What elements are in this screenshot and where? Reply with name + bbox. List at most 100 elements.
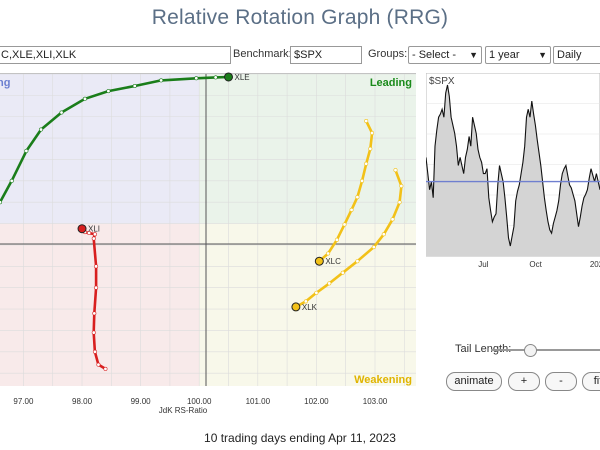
series-head-xlc[interactable] [314,256,324,266]
zoom-out-button[interactable]: - [545,372,577,391]
series-point-xlc [355,195,360,200]
page-title: Relative Rotation Graph (RRG) [151,6,449,29]
series-point-xle [194,76,199,81]
quadrant-weakening [199,223,416,386]
x-axis-label: JdK RS-Ratio [159,406,208,415]
animate-button[interactable]: animate [446,372,502,391]
period-select[interactable]: 1 year ▼ [485,46,551,64]
symbols-input[interactable]: C,XLE,XLI,XLK [0,46,231,64]
series-point-xli [103,366,108,371]
tail-length-slider[interactable] [491,344,600,357]
series-label-xle: XLE [235,73,250,82]
series-point-xli [92,349,97,354]
series-point-xlk [397,200,402,205]
tail-length-slider-handle[interactable] [523,344,537,357]
quadrant-lagging [0,223,200,386]
series-point-xle [0,200,2,205]
series-xlc[interactable]: XLC [314,119,375,266]
frequency-select-value: Daily [557,49,582,61]
series-point-xli [94,285,99,290]
rrg-grid [0,73,416,386]
series-point-xli [96,362,101,367]
tail-length-control: Tail Length: [455,342,600,358]
series-xli[interactable]: XLI [77,224,108,371]
x-tick-label: 100.00 [187,397,212,406]
series-point-xlk [399,183,404,188]
benchmark-x-tick-label: 202 [590,260,600,269]
series-point-xle [39,127,44,132]
series-tail-xlk [294,168,403,309]
rrg-series: XLE XLI XLC XLK [0,72,404,371]
x-tick-label: 97.00 [13,397,34,406]
series-point-xli [87,230,92,235]
series-point-xle [106,89,111,94]
series-point-xlk [303,299,308,304]
series-point-xlk [327,281,332,286]
series-point-xli [91,236,96,241]
benchmark-price-line [425,84,600,247]
frequency-select[interactable]: Daily ▼ [553,46,600,64]
toolbar: C,XLE,XLI,XLK Benchmark: $SPX Groups: - … [0,46,600,66]
series-head-xle[interactable] [224,72,234,82]
fit-button[interactable]: fit [582,372,600,391]
x-tick-label: 99.00 [131,397,152,406]
quadrant-improving [0,74,200,224]
benchmark-price-chart: $SPX Jul Oct 202 [425,72,600,269]
footer-caption: 10 trading days ending Apr 11, 2023 [204,431,396,445]
groups-select[interactable]: - Select - ▼ [408,46,482,64]
benchmark-input[interactable]: $SPX [290,46,362,64]
series-label-xlk: XLK [302,303,318,312]
series-point-xle [24,148,29,153]
series-point-xle [159,78,164,83]
benchmark-input-value: $SPX [294,49,323,61]
x-tick-label: 101.00 [246,397,271,406]
x-tick-label: 98.00 [72,397,93,406]
series-xle[interactable]: XLE [0,72,250,205]
series-xlk[interactable]: XLK [291,168,404,312]
series-head-xlk[interactable] [291,302,301,312]
series-point-xlk [381,232,386,237]
series-point-xle [9,178,14,183]
quadrant-leading [199,74,416,224]
symbols-input-value: C,XLE,XLI,XLK [1,49,77,61]
groups-label: Groups: [368,48,408,60]
series-point-xlc [342,222,347,227]
benchmark-x-tick-label: Jul [478,260,488,269]
series-point-xlk [393,168,398,173]
quadrant-label-weakening: Weakening [354,374,412,386]
series-point-xlk [314,290,319,295]
series-point-xlc [370,130,375,135]
series-point-xle [59,110,64,115]
chevron-down-icon: ▼ [538,50,547,60]
benchmark-panel: $SPX Jul Oct 202 [425,72,600,273]
zoom-in-button[interactable]: + [508,372,540,391]
series-point-xle [132,83,137,88]
series-point-xli [92,232,97,237]
x-tick-label: 103.00 [363,397,388,406]
series-point-xlc [334,237,339,242]
series-point-xli [94,264,99,269]
rrg-chart[interactable]: Leading Weakening ng XLE XLI XLC XLK 97.00 9… [0,72,416,415]
period-select-value: 1 year [489,49,520,61]
series-point-xli [91,330,96,335]
series-point-xlk [355,259,360,264]
series-point-xlk [390,217,395,222]
series-head-xli[interactable] [77,224,87,234]
tail-length-label: Tail Length: [455,343,512,355]
quadrant-label-improving-partial: ng [0,77,10,89]
series-point-xlc [368,146,373,151]
series-tail-xle [0,75,230,204]
series-point-xle [82,96,87,101]
series-point-xli [92,311,97,316]
series-point-xlc [364,161,369,166]
groups-select-value: - Select - [412,49,457,61]
series-point-xlc [364,119,369,124]
series-point-xlk [371,245,376,250]
series-label-xli: XLI [88,225,100,234]
series-point-xlc [326,251,331,256]
x-tick-label: 102.00 [304,397,329,406]
series-point-xlc [360,178,365,183]
x-tick-labels: 97.00 98.00 99.00 100.00 101.00 102.00 103.00 [13,397,387,406]
quadrant-label-leading: Leading [370,77,412,89]
